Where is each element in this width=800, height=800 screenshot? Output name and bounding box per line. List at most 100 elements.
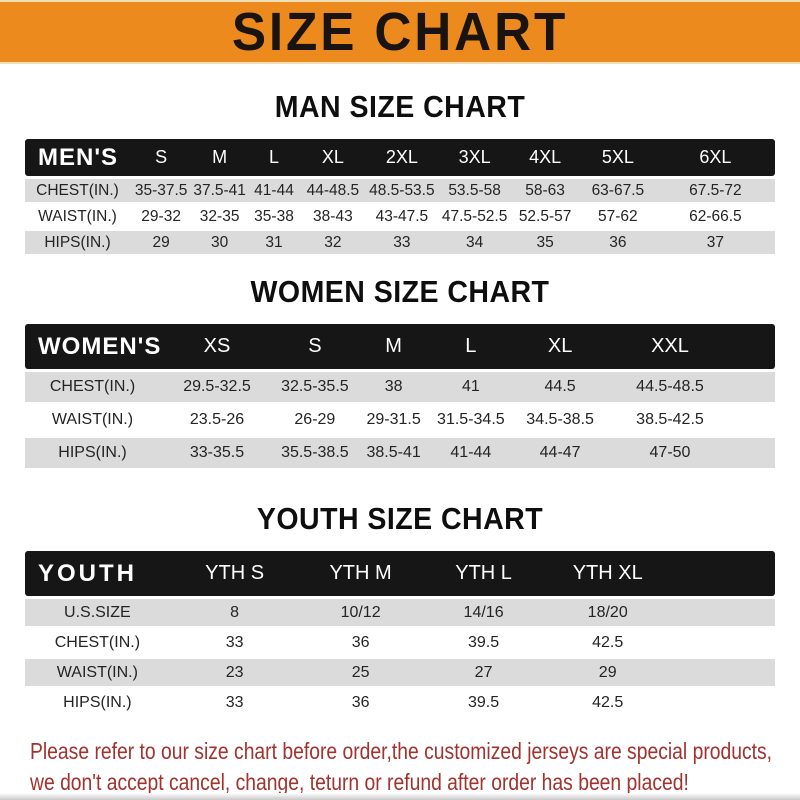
order-policy-note: Please refer to our size chart before or… — [30, 736, 800, 798]
size-value: 38.5-41 — [355, 438, 432, 468]
size-value: 35-38 — [247, 205, 301, 228]
size-column-header: 3XL — [438, 139, 511, 176]
size-value: 44-48.5 — [301, 179, 365, 202]
size-value: 67.5-72 — [655, 179, 775, 202]
size-value: 58-63 — [510, 179, 580, 202]
table-header-label: MEN'S — [25, 139, 130, 176]
size-column-header: 2XL — [364, 139, 439, 176]
size-column-header: S — [130, 139, 193, 176]
table-row: HIPS(IN.) 33-35.5 35.5-38.5 38.5-41 41-44 44-… — [25, 438, 775, 468]
row-spacer — [669, 659, 775, 686]
table-header-label: YOUTH — [25, 551, 170, 596]
size-value: 52.5-57 — [510, 205, 580, 228]
size-column-header: YTH S — [169, 551, 300, 596]
size-value: 41-44 — [247, 179, 301, 202]
size-value: 35.5-38.5 — [274, 438, 356, 468]
policy-line-2: we don't accept cancel, change, teturn o… — [30, 769, 689, 795]
size-column-header: 6XL — [655, 139, 775, 176]
size-value: 43-47.5 — [364, 205, 439, 228]
size-value: 33 — [169, 689, 300, 716]
size-column-header: L — [431, 324, 511, 369]
women-size-table: WOMEN'S XS S M L XL XXL CHEST(IN.) 29.5-32.5 32.5… — [25, 321, 775, 471]
table-row: CHEST(IN.) 35-37.5 37.5-41 41-44 44-48.5 48.5… — [25, 179, 775, 202]
size-value: 39.5 — [421, 629, 546, 656]
header-spacer — [669, 551, 775, 596]
table-row: CHEST(IN.) 29.5-32.5 32.5-35.5 38 41 44.5 44.5… — [25, 372, 775, 402]
size-value: 31.5-34.5 — [431, 405, 511, 435]
size-column-header: YTH XL — [545, 551, 670, 596]
size-value: 10/12 — [299, 599, 422, 626]
size-value: 29 — [130, 231, 193, 254]
size-value: 37.5-41 — [192, 179, 247, 202]
size-value: 34.5-38.5 — [510, 405, 610, 435]
table-row: CHEST(IN.) 33 36 39.5 42.5 — [25, 629, 775, 656]
size-column-header: M — [355, 324, 432, 369]
row-spacer — [729, 372, 775, 402]
size-value: 32-35 — [192, 205, 247, 228]
size-column-header: XL — [510, 324, 610, 369]
size-value: 27 — [421, 659, 546, 686]
size-value: 33 — [169, 629, 300, 656]
size-value: 44.5 — [510, 372, 610, 402]
row-label: HIPS(IN.) — [25, 231, 130, 254]
size-value: 29-32 — [130, 205, 193, 228]
size-column-header: 4XL — [510, 139, 580, 176]
size-value: 53.5-58 — [438, 179, 511, 202]
row-label: WAIST(IN.) — [25, 205, 130, 228]
size-value: 39.5 — [421, 689, 546, 716]
row-label: CHEST(IN.) — [25, 372, 160, 402]
table-row: U.S.SIZE 8 10/12 14/16 18/20 — [25, 599, 775, 626]
men-size-table: MEN'S S M L XL 2XL 3XL 4XL 5XL 6XL CHEST(IN.) 35-37… — [25, 136, 775, 257]
size-column-header: XS — [160, 324, 274, 369]
table-row: WAIST(IN.) 23.5-26 26-29 29-31.5 31.5-34.5 34… — [25, 405, 775, 435]
size-value: 34 — [438, 231, 511, 254]
size-value: 38.5-42.5 — [609, 405, 730, 435]
row-label: U.S.SIZE — [25, 599, 170, 626]
size-value: 35 — [510, 231, 580, 254]
size-value: 33-35.5 — [160, 438, 274, 468]
row-label: HIPS(IN.) — [25, 438, 160, 468]
size-value: 32.5-35.5 — [274, 372, 356, 402]
header-spacer — [729, 324, 775, 369]
size-value: 26-29 — [274, 405, 356, 435]
table-row: WAIST(IN.) 29-32 32-35 35-38 38-43 43-47.5 47.… — [25, 205, 775, 228]
size-value: 38 — [355, 372, 432, 402]
size-column-header: S — [274, 324, 356, 369]
size-value: 63-67.5 — [579, 179, 656, 202]
size-value: 14/16 — [421, 599, 546, 626]
size-value: 42.5 — [545, 629, 670, 656]
youth-size-table: YOUTH YTH S YTH M YTH L YTH XL U.S.SIZE 8 10/12… — [25, 548, 775, 719]
row-spacer — [729, 438, 775, 468]
size-value: 33 — [364, 231, 439, 254]
size-value: 47-50 — [609, 438, 730, 468]
man-section-heading: MAN SIZE CHART — [274, 89, 526, 124]
size-column-header: M — [192, 139, 247, 176]
table-row: HIPS(IN.) 29 30 31 32 33 34 35 36 37 — [25, 231, 775, 254]
size-value: 23.5-26 — [160, 405, 274, 435]
youth-section-heading: YOUTH SIZE CHART — [256, 501, 544, 536]
size-value: 36 — [299, 689, 422, 716]
row-label: HIPS(IN.) — [25, 689, 170, 716]
size-value: 36 — [579, 231, 656, 254]
row-spacer — [729, 405, 775, 435]
size-value: 29-31.5 — [355, 405, 432, 435]
row-spacer — [669, 599, 775, 626]
row-label: WAIST(IN.) — [25, 405, 160, 435]
table-row: HIPS(IN.) 33 36 39.5 42.5 — [25, 689, 775, 716]
size-value: 42.5 — [545, 689, 670, 716]
size-value: 41 — [431, 372, 511, 402]
size-value: 25 — [299, 659, 422, 686]
page-title: SIZE CHART — [231, 2, 569, 62]
size-column-header: YTH L — [421, 551, 546, 596]
women-section-heading: WOMEN SIZE CHART — [250, 274, 550, 309]
table-row: WAIST(IN.) 23 25 27 29 — [25, 659, 775, 686]
size-value: 23 — [169, 659, 300, 686]
row-label: CHEST(IN.) — [25, 179, 130, 202]
bottom-shadow — [0, 793, 800, 800]
size-value: 57-62 — [579, 205, 656, 228]
size-column-header: YTH M — [299, 551, 422, 596]
size-value: 41-44 — [431, 438, 511, 468]
size-value: 47.5-52.5 — [438, 205, 511, 228]
size-value: 44.5-48.5 — [609, 372, 730, 402]
table-header-label: WOMEN'S — [25, 324, 160, 369]
